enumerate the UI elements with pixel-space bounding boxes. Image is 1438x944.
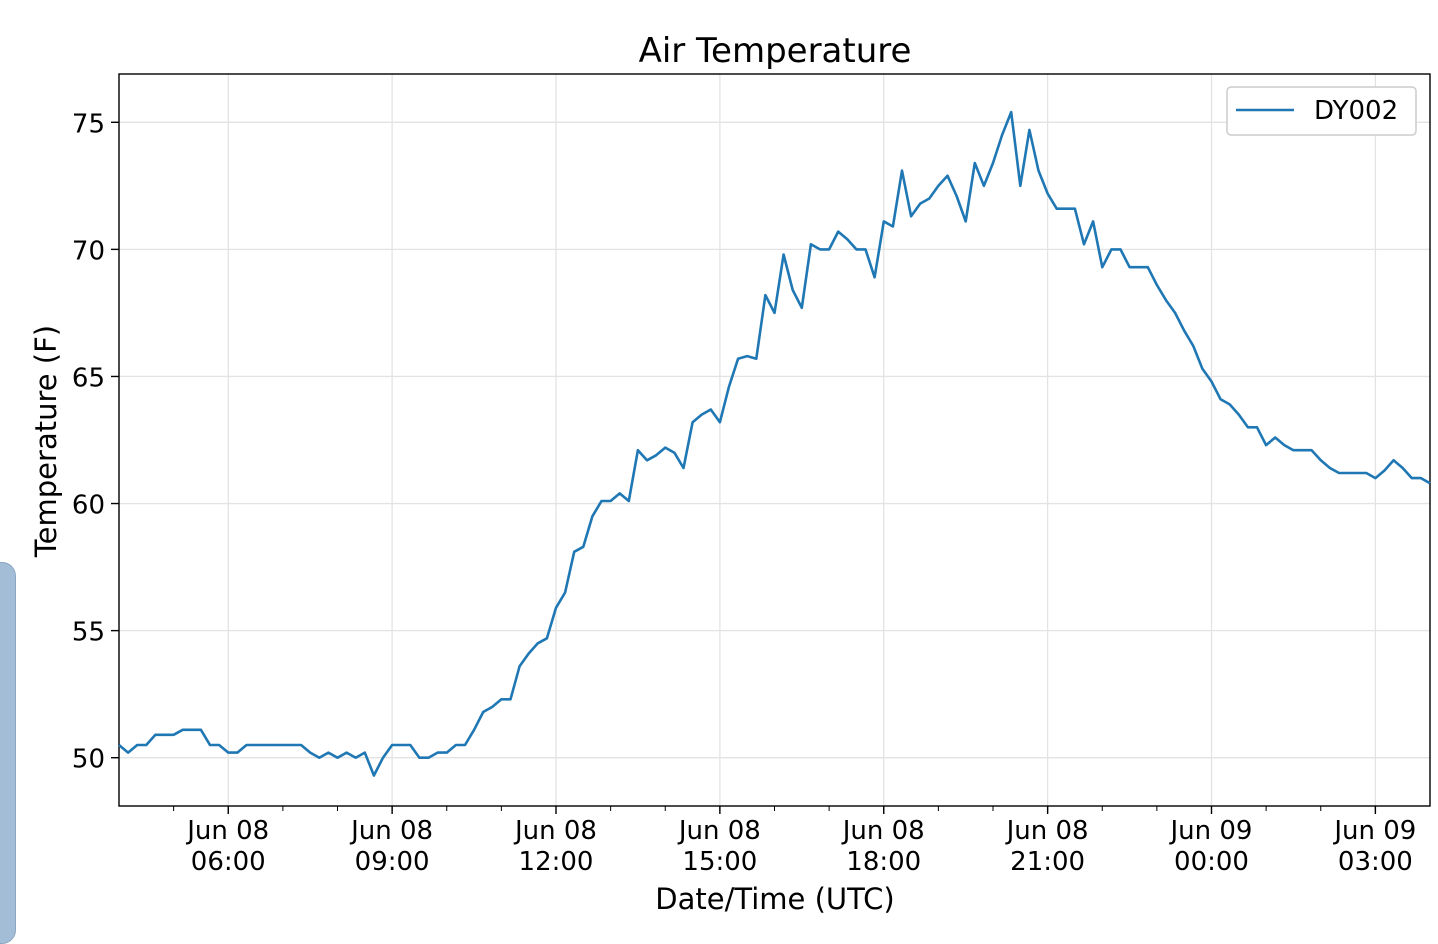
y-tick-label: 75 (72, 109, 105, 139)
x-tick-label-date: Jun 08 (841, 816, 925, 846)
grid-lines (119, 74, 1430, 806)
y-tick-label: 70 (72, 236, 105, 266)
legend-box (1226, 86, 1417, 136)
x-tick-label-time: 06:00 (191, 847, 266, 877)
side-panel-tab[interactable] (0, 562, 16, 944)
y-tick-label: 65 (72, 363, 105, 393)
x-tick-label-time: 15:00 (682, 847, 757, 877)
x-tick-label-date: Jun 08 (513, 816, 597, 846)
x-tick-label-date: Jun 08 (185, 816, 269, 846)
x-tick-label-date: Jun 09 (1332, 816, 1416, 846)
x-tick-label-date: Jun 08 (677, 816, 761, 846)
x-tick-label-time: 21:00 (1010, 847, 1085, 877)
x-tick-label-time: 18:00 (846, 847, 921, 877)
x-tick-label-time: 09:00 (355, 847, 430, 877)
plot-area (118, 73, 1431, 807)
x-tick-label-time: 03:00 (1338, 847, 1413, 877)
y-axis-label: Temperature (F) (29, 325, 63, 558)
series-line-dy002 (118, 110, 1431, 777)
x-tick-label-date: Jun 09 (1169, 816, 1253, 846)
y-tick-label: 60 (72, 491, 105, 521)
x-tick-label-date: Jun 08 (1005, 816, 1089, 846)
series-layer (118, 110, 1431, 777)
y-tick-label: 55 (72, 618, 105, 648)
chart-title: Air Temperature (639, 31, 912, 71)
x-tick-label-date: Jun 08 (349, 816, 433, 846)
x-tick-label-time: 00:00 (1174, 847, 1249, 877)
legend-label: DY002 (1314, 96, 1398, 126)
y-tick-label: 50 (72, 745, 105, 775)
y-axis: 50 55 60 65 70 75 (72, 109, 119, 775)
x-axis-label: Date/Time (UTC) (655, 882, 894, 916)
x-tick-label-time: 12:00 (519, 847, 594, 877)
legend: DY002 (1226, 86, 1417, 136)
